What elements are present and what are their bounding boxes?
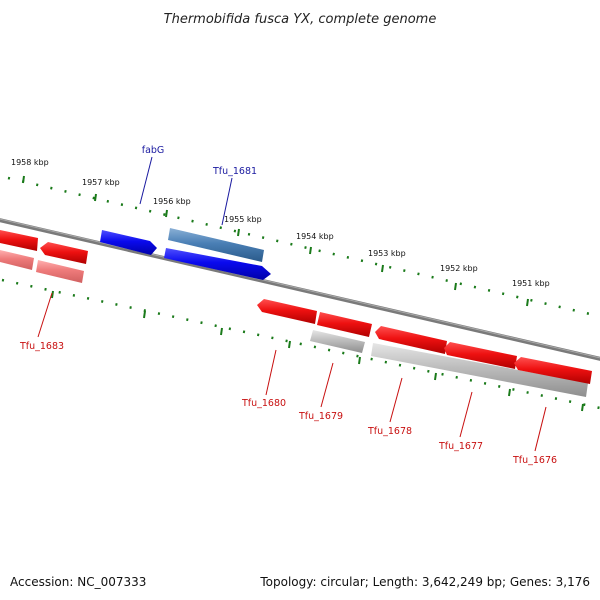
gene-left-red-1[interactable] xyxy=(0,230,38,251)
gene-label-tfu-1676[interactable]: Tfu_1676 xyxy=(512,455,557,466)
gene-label-fabG[interactable]: fabG xyxy=(142,145,165,156)
accession-text: Accession: NC_007333 xyxy=(10,575,146,589)
label-leaders xyxy=(37,156,547,452)
genome-backbone xyxy=(0,218,600,361)
gene-label-tfu-1683[interactable]: Tfu_1683 xyxy=(19,341,64,352)
ruler-label-1958: 1958 kbp xyxy=(11,158,49,167)
gene-left-red-2[interactable] xyxy=(40,242,88,264)
gene-tfu-1680[interactable] xyxy=(257,299,317,324)
ruler-dots-inner xyxy=(1,278,600,410)
gene-tfu-1679[interactable] xyxy=(310,330,365,353)
ruler-major-ticks-inner xyxy=(51,290,584,412)
gene-label-tfu-1679[interactable]: Tfu_1679 xyxy=(298,411,343,422)
ruler-label-1951: 1951 kbp xyxy=(512,279,550,288)
ruler-label-1952: 1952 kbp xyxy=(440,264,478,273)
gene-tfu-1681[interactable] xyxy=(164,228,271,280)
gene-label-tfu-1681[interactable]: Tfu_1681 xyxy=(212,166,257,177)
gene-label-tfu-1680[interactable]: Tfu_1680 xyxy=(241,398,286,409)
ruler-label-1955: 1955 kbp xyxy=(224,215,262,224)
topology-text: Topology: circular; Length: 3,642,249 bp… xyxy=(259,575,590,589)
gene-tfu-1678[interactable] xyxy=(371,326,588,397)
ruler-label-1953: 1953 kbp xyxy=(368,249,406,258)
map-title: Thermobifida fusca YX, complete genome xyxy=(164,12,437,27)
gene-label-tfu-1677[interactable]: Tfu_1677 xyxy=(438,441,483,452)
ruler-label-1956: 1956 kbp xyxy=(153,197,191,206)
ruler-label-1954: 1954 kbp xyxy=(296,232,334,241)
gene-label-tfu-1678[interactable]: Tfu_1678 xyxy=(367,426,412,437)
gene-fabG[interactable] xyxy=(100,230,157,255)
gene-tfu-1676[interactable] xyxy=(514,357,592,384)
gene-tfu-1679-red[interactable] xyxy=(317,312,372,337)
ruler-label-1957: 1957 kbp xyxy=(82,178,120,187)
ruler-major-ticks-outer xyxy=(22,175,529,307)
gene-left-faded-1[interactable] xyxy=(0,250,34,270)
gene-tfu-1677[interactable] xyxy=(444,342,517,369)
gene-left-faded-2[interactable] xyxy=(36,260,84,283)
